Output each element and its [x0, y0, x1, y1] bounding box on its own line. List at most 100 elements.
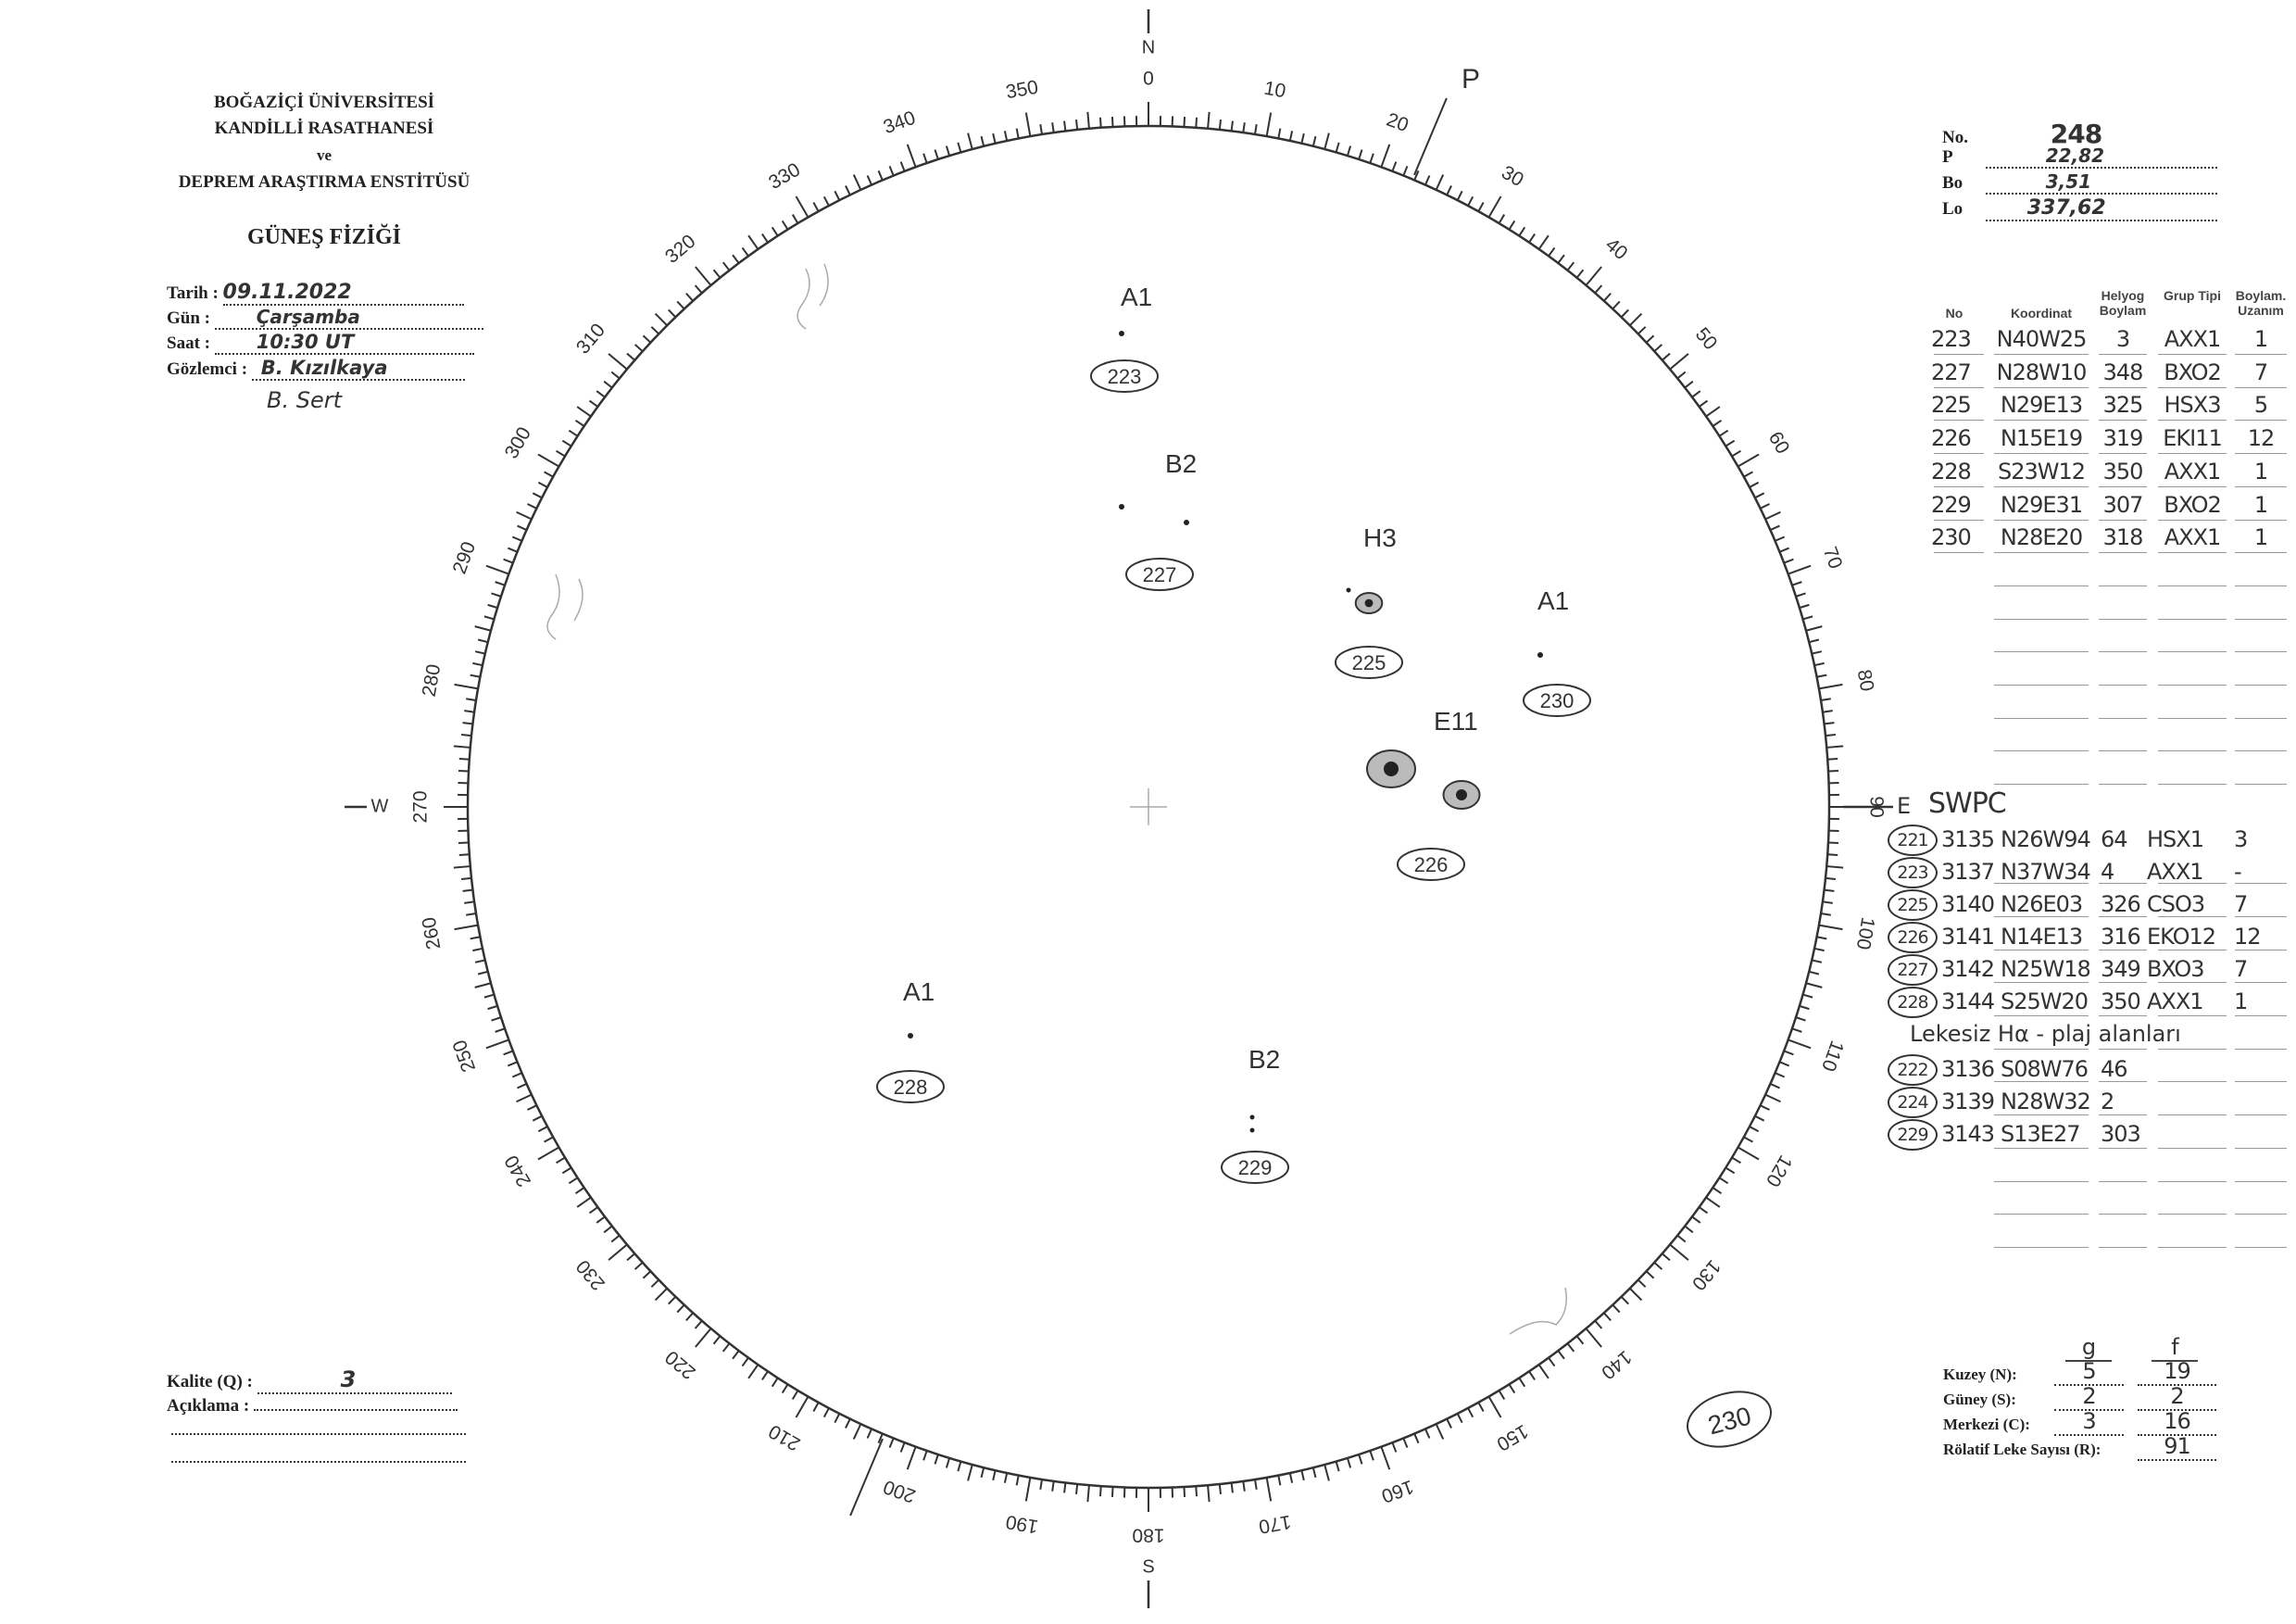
table-cell: 223: [1931, 326, 1972, 352]
degree-tick: [845, 1418, 851, 1429]
swpc-cell: N14E13: [2001, 924, 2083, 950]
sunspot-umbra: [1456, 789, 1467, 800]
degree-tick: [957, 142, 962, 153]
swpc-cell: 3144: [1941, 988, 1995, 1014]
degree-tick: [1691, 390, 1701, 398]
table-line: [2158, 915, 2227, 917]
degree-tick: [1754, 1114, 1765, 1122]
degree-tick: [852, 1423, 862, 1440]
degree-tick: [791, 1390, 799, 1400]
table-line: [2235, 784, 2287, 786]
table-cell: HSX3: [2164, 392, 2222, 419]
degree-tick: [654, 312, 668, 326]
degree-tick: [574, 420, 585, 427]
degree-tick: [576, 406, 592, 418]
comment-line: [171, 1420, 466, 1435]
degree-tick: [1346, 1457, 1352, 1468]
degree-tick: [721, 1342, 731, 1353]
swpc-cell: 349: [2101, 956, 2141, 982]
south-label: Güney (S):: [1943, 1391, 2016, 1408]
degree-tick: [568, 429, 579, 437]
degree-tick: [1718, 1177, 1729, 1185]
table-line: [2235, 982, 2287, 984]
degree-label: 150: [1493, 1420, 1532, 1454]
group-number: 225: [1352, 651, 1386, 674]
col-header-no: No: [1945, 306, 1964, 321]
table-cell: 225: [1931, 392, 1972, 419]
degree-tick: [466, 698, 477, 702]
degree-tick: [1575, 269, 1585, 279]
group-class-label: B2: [1165, 449, 1197, 478]
no-row: No. 248: [1942, 119, 2125, 151]
degree-label: 350: [1004, 77, 1040, 104]
plage-cell: S13E27: [2001, 1121, 2080, 1147]
institution-line3: ve: [316, 146, 332, 164]
degree-tick: [1620, 308, 1629, 318]
degree-tick: [642, 1270, 652, 1279]
degree-tick: [527, 1104, 537, 1111]
table-line: [2235, 420, 2287, 422]
degree-tick: [992, 1469, 997, 1481]
table-line: [1994, 1081, 2089, 1083]
degree-tick: [1110, 1486, 1114, 1498]
table-line: [2099, 453, 2147, 455]
degree-tick: [834, 1413, 841, 1424]
degree-tick: [495, 1027, 506, 1033]
table-line: [1994, 453, 2089, 455]
degree-tick: [1024, 1477, 1032, 1502]
degree-tick: [1288, 1472, 1294, 1483]
plage-sketch: [1509, 1287, 1567, 1335]
table-line: [2158, 1081, 2227, 1083]
p-value: 22,82: [1985, 145, 2217, 169]
degree-tick: [1446, 1418, 1452, 1429]
table-line: [2158, 784, 2227, 786]
degree-tick: [485, 1039, 509, 1050]
table-cell: EKI11: [2163, 425, 2223, 452]
degree-tick: [1629, 312, 1643, 326]
swpc-cell: N26E03: [2001, 891, 2083, 917]
table-cell: 318: [2102, 524, 2144, 551]
degree-tick: [957, 1461, 962, 1472]
degree-tick: [561, 439, 572, 447]
degree-tick: [934, 149, 939, 160]
degree-tick: [1575, 1335, 1585, 1345]
table-cell: 5: [2253, 392, 2268, 419]
degree-tick: [1265, 1477, 1273, 1502]
table-line: [1994, 651, 2089, 653]
degree-tick: [458, 769, 470, 773]
degree-tick: [474, 982, 492, 988]
group-class-label: H3: [1363, 523, 1397, 552]
degree-tick: [712, 269, 721, 279]
table-cell: N40W25: [1996, 326, 2088, 352]
degree-tick: [477, 638, 489, 644]
degree-tick: [1498, 1390, 1506, 1400]
degree-tick: [741, 1357, 749, 1367]
degree-tick: [561, 1166, 572, 1175]
degree-tick: [1518, 1377, 1526, 1388]
degree-tick: [1487, 1396, 1502, 1418]
degree-label: 100: [1852, 915, 1879, 951]
table-line: [2099, 1246, 2147, 1248]
north-f-value: 19: [2138, 1358, 2216, 1386]
degree-tick: [1086, 111, 1090, 129]
degree-tick: [695, 1328, 712, 1348]
p-label: P: [1942, 147, 1953, 167]
group-number: 223: [1108, 365, 1142, 388]
degree-tick: [1718, 429, 1729, 437]
degree-tick: [877, 170, 884, 181]
degree-tick: [1612, 1303, 1621, 1314]
degree-tick: [650, 1278, 659, 1288]
degree-tick: [532, 492, 543, 499]
degree-tick: [712, 1335, 721, 1345]
degree-label: 40: [1601, 234, 1632, 265]
p-row: P 22,82: [1942, 145, 2217, 169]
sunspot: [1346, 587, 1351, 593]
degree-tick: [695, 266, 712, 286]
date-row: Tarih : 09.11.2022: [167, 281, 464, 306]
page-title: GÜNEŞ FİZİĞİ: [246, 225, 402, 249]
table-cell: 7: [2253, 359, 2268, 385]
degree-tick: [1802, 615, 1813, 621]
degree-tick: [795, 1396, 809, 1418]
degree-tick: [1699, 399, 1709, 408]
circled-group-number: 223: [1888, 857, 1938, 888]
